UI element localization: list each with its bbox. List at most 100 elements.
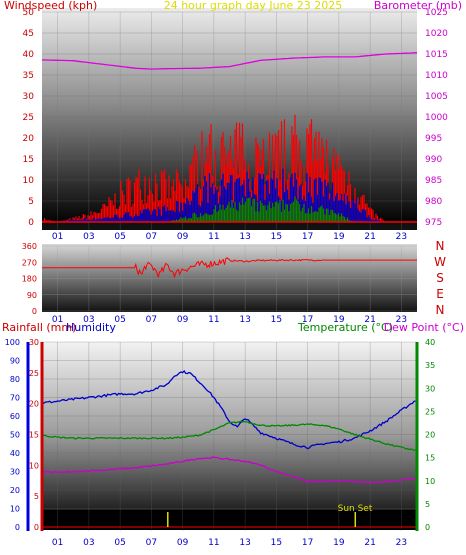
rht-time-tick-label: 11 (208, 538, 219, 548)
direction-time-tick-label: 19 (333, 315, 345, 325)
barometer-tick-label: 995 (425, 134, 442, 144)
wind-baro-base (42, 222, 417, 230)
temperature-tick-label: 30 (425, 384, 435, 393)
windspeed-tick-label: 45 (23, 29, 34, 39)
direction-tick-label: 0 (32, 307, 37, 316)
temperature-tick-label: 35 (425, 361, 435, 370)
rht-time-tick-label: 03 (83, 538, 94, 548)
rainfall-tick-label: 0 (34, 523, 39, 532)
direction-time-tick-label: 03 (83, 315, 94, 325)
direction-tick-label: 270 (22, 258, 37, 267)
direction-time-tick-label: 21 (364, 315, 375, 325)
windspeed-tick-label: 15 (23, 155, 34, 165)
temperature-tick-label: 10 (425, 477, 435, 486)
rainfall-tick-label: 15 (29, 431, 39, 440)
rainfall-tick-label: 20 (29, 400, 39, 409)
rht-time-tick-label: 15 (271, 538, 282, 548)
humidity-line (41, 369, 416, 450)
direction-time-tick-label: 17 (302, 315, 313, 325)
rain-hum-temp-base (42, 510, 417, 530)
wind-time-tick-label: 09 (177, 232, 189, 242)
humidity-tick-label: 100 (5, 338, 20, 347)
rht-time-tick-label: 21 (364, 538, 375, 548)
humidity-tick-label: 10 (10, 505, 20, 514)
rht-time-tick-label: 05 (114, 538, 125, 548)
humidity-tick-label: 80 (10, 375, 20, 384)
humidity-tick-label: 0 (15, 523, 20, 532)
windspeed-tick-label: 40 (23, 50, 35, 60)
barometer-tick-label: 985 (425, 176, 442, 186)
windspeed-tick-label: 0 (28, 218, 34, 228)
wind-time-tick-label: 17 (302, 232, 313, 242)
direction-time-tick-label: 15 (271, 315, 282, 325)
compass-label: E (436, 287, 444, 301)
wind-time-tick-label: 15 (271, 232, 282, 242)
rht-time-tick-label: 13 (239, 538, 250, 548)
temperature-tick-label: 20 (425, 431, 435, 440)
direction-line (42, 257, 417, 279)
windspeed-tick-label: 5 (28, 197, 34, 207)
barometer-tick-label: 1005 (425, 92, 448, 102)
temperature-tick-label: 15 (425, 454, 435, 463)
windspeed-axis-label: Windspeed (kph) (4, 0, 97, 12)
dew-point-axis-label: Dew Point (°C) (384, 321, 464, 334)
direction-time-tick-label: 05 (114, 315, 125, 325)
direction-time-tick-label: 07 (146, 315, 157, 325)
humidity-axis-label: Humidity (66, 321, 116, 334)
rainfall-tick-label: 25 (29, 369, 39, 378)
wind-time-tick-label: 11 (208, 232, 219, 242)
rht-time-tick-label: 17 (302, 538, 313, 548)
rht-time-tick-label: 19 (333, 538, 345, 548)
humidity-tick-label: 90 (10, 357, 20, 366)
temperature-tick-label: 25 (425, 407, 435, 416)
compass-label: N (436, 239, 445, 253)
humidity-tick-label: 40 (10, 449, 20, 458)
humidity-tick-label: 20 (10, 486, 20, 495)
barometer-tick-label: 990 (425, 155, 442, 165)
humidity-tick-label: 70 (10, 394, 20, 403)
rht-time-tick-label: 23 (396, 538, 407, 548)
direction-time-tick-label: 01 (52, 315, 63, 325)
windspeed-tick-label: 10 (23, 176, 35, 186)
direction-time-tick-label: 09 (177, 315, 189, 325)
windspeed-tick-label: 30 (23, 92, 35, 102)
direction-tick-label: 360 (22, 242, 37, 251)
windspeed-tick-label: 50 (23, 8, 35, 18)
wind-time-tick-label: 01 (52, 232, 63, 242)
barometer-line (41, 52, 418, 70)
rht-time-tick-label: 09 (177, 538, 189, 548)
barometer-tick-label: 1000 (425, 113, 448, 123)
direction-time-tick-label: 23 (396, 315, 407, 325)
compass-label: N (436, 303, 445, 317)
wind-time-tick-label: 03 (83, 232, 94, 242)
wind-time-tick-label: 13 (239, 232, 250, 242)
temperature-line (41, 420, 416, 451)
temperature-tick-label: 5 (425, 500, 430, 509)
temperature-tick-label: 40 (425, 338, 435, 347)
barometer-tick-label: 980 (425, 197, 442, 207)
barometer-tick-label: 1020 (425, 29, 448, 39)
compass-label: W (434, 255, 446, 269)
barometer-axis-label: Barometer (mb) (374, 0, 462, 12)
wind-time-tick-label: 19 (333, 232, 345, 242)
barometer-tick-label: 1010 (425, 71, 448, 81)
rainfall-tick-label: 5 (34, 492, 39, 501)
rht-time-tick-label: 07 (146, 538, 157, 548)
compass-label: S (436, 271, 444, 285)
temperature-tick-label: 0 (425, 523, 430, 532)
barometer-tick-label: 975 (425, 218, 442, 228)
barometer-tick-label: 1025 (425, 8, 448, 18)
sunset-annotation: Sun Set (338, 504, 373, 514)
wind-time-tick-label: 05 (114, 232, 125, 242)
rainfall-tick-label: 10 (29, 461, 39, 470)
rht-time-tick-label: 01 (52, 538, 63, 548)
direction-tick-label: 180 (22, 275, 37, 284)
chart-title: 24 hour graph day June 23 2025 (164, 0, 343, 12)
windspeed-tick-label: 35 (23, 71, 34, 81)
wind-time-tick-label: 07 (146, 232, 157, 242)
barometer-tick-label: 1015 (425, 50, 448, 60)
